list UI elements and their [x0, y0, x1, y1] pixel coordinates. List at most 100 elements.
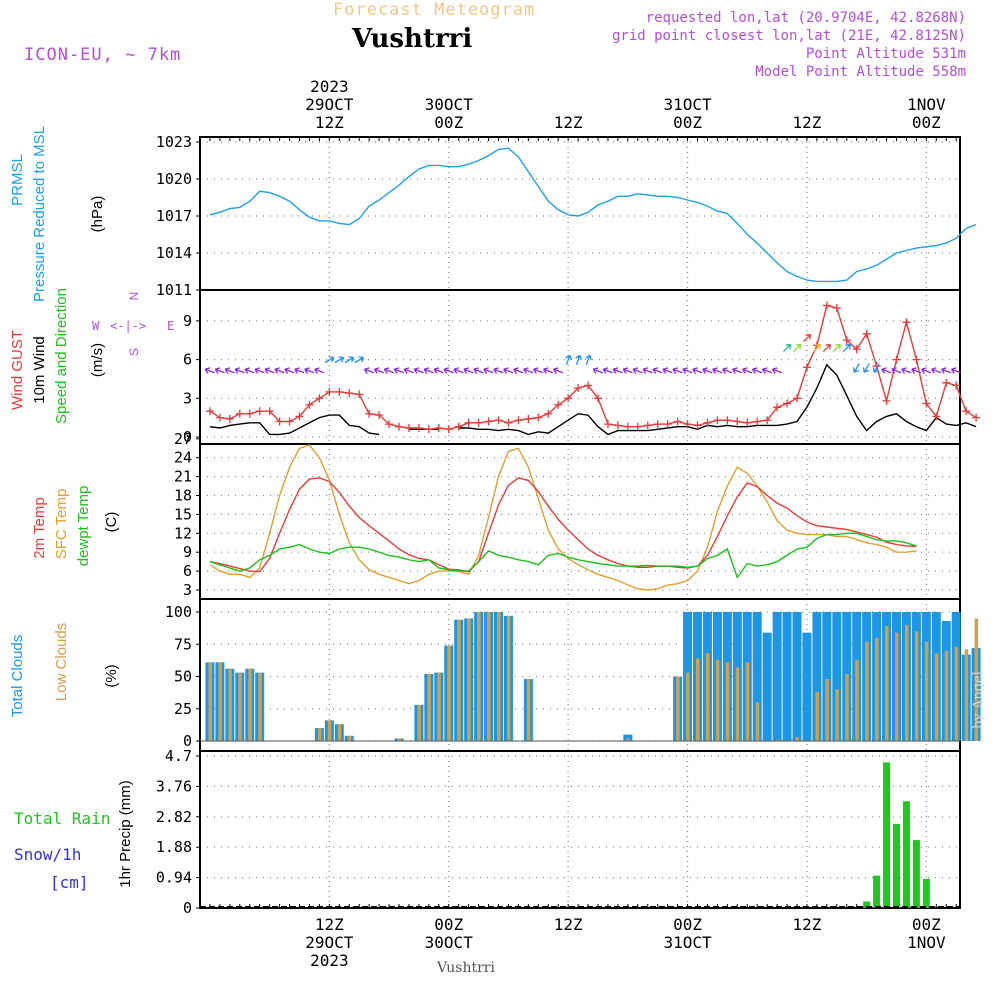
wind-arrow — [373, 367, 385, 374]
temp2m-line — [209, 477, 917, 573]
wind-arrow — [334, 356, 345, 364]
gust-point — [365, 409, 374, 418]
low-cloud-bar — [944, 650, 949, 741]
watermark: by Angel — [971, 671, 986, 729]
x-label-bottom: 29OCT — [305, 933, 354, 952]
grid-layer — [200, 137, 960, 908]
wind-arrow — [483, 367, 494, 374]
footer-location: Vushtrri — [436, 960, 495, 976]
wind-arrow-shape — [702, 367, 713, 374]
gust-point — [404, 423, 413, 432]
wind-arrow-shape — [751, 367, 763, 374]
wind-arrow — [304, 367, 315, 374]
total-cloud-bar — [802, 632, 812, 741]
low-cloud-bar — [875, 637, 879, 741]
y-tick-label: 1011 — [156, 281, 192, 299]
rain-bar — [912, 840, 920, 908]
low-cloud-bar — [775, 739, 780, 741]
low-cloud-bar — [705, 653, 710, 741]
rain-label: Total Rain — [14, 809, 110, 828]
wind-arrow — [314, 367, 325, 374]
low-cloud-bar — [427, 673, 431, 741]
wind-arrow-shape — [363, 367, 375, 374]
low-cloud-bar — [417, 704, 421, 741]
wind-arrow-shape — [872, 363, 880, 373]
gust-point — [414, 423, 423, 432]
wind-arrow — [592, 367, 603, 374]
gust-point — [295, 412, 304, 421]
wind-arrow — [214, 367, 225, 374]
wind-arrow — [722, 367, 733, 374]
wind-arrow-shape — [304, 367, 315, 374]
low-cloud-bar — [745, 662, 750, 741]
wind-arrow-shape — [662, 367, 673, 374]
rain-bar — [902, 801, 910, 908]
x-label-bottom: 12Z — [315, 915, 344, 934]
gust-point — [464, 418, 473, 427]
wind-arrow — [324, 356, 335, 364]
wind-arrow-shape — [254, 367, 265, 374]
gust-point — [484, 417, 493, 426]
gust-point — [673, 417, 682, 426]
low-cloud-bar — [497, 612, 501, 741]
wind-arrow-shape — [941, 367, 952, 374]
wind-arrow — [950, 367, 962, 374]
total-clouds-label: Total Clouds — [9, 635, 26, 718]
gust-point — [375, 411, 384, 420]
total-cloud-bar — [623, 734, 633, 741]
total-cloud-bar — [752, 612, 762, 741]
y-tick-label: 3 — [183, 389, 192, 407]
y-tick-label: 12 — [174, 524, 192, 542]
wind-arrow-shape — [344, 356, 355, 364]
low-cloud-bar — [228, 668, 232, 741]
wind-arrow — [244, 367, 255, 374]
x-label-top: 00Z — [912, 113, 941, 132]
wind-arrow-shape — [832, 343, 841, 352]
gust-point — [822, 301, 831, 310]
y-tick-label: 18 — [174, 487, 192, 505]
gust-point — [862, 329, 871, 338]
pressure-label: PRMSL — [9, 154, 26, 206]
wind-arrow — [783, 343, 792, 352]
gust-point — [942, 378, 951, 387]
low-cloud-bar — [914, 631, 919, 741]
x-label-top: 12Z — [315, 113, 344, 132]
dewpt-label: dewpt Temp — [75, 486, 92, 567]
y-tick-label: 0.94 — [156, 869, 192, 887]
wind-arrow-shape — [473, 367, 484, 374]
low-cloud-bar — [885, 626, 889, 741]
gust-point — [454, 422, 463, 431]
total-cloud-bar — [792, 612, 802, 741]
gust-point — [613, 421, 622, 430]
wind-arrow — [264, 367, 275, 374]
gust-point — [972, 413, 981, 422]
low-cloud-bar — [715, 659, 720, 741]
wind-arrow-shape — [334, 356, 345, 364]
wind-arrow — [403, 367, 414, 374]
compass-west: W — [92, 319, 100, 333]
wind-arrow — [463, 367, 474, 374]
wind-arrow — [652, 367, 663, 374]
low-cloud-bar — [934, 653, 939, 741]
wind-arrow — [294, 367, 305, 374]
panel-frame — [199, 443, 961, 600]
low-cloud-bar — [626, 738, 630, 741]
clouds-unit: (%) — [103, 664, 120, 687]
low-cloud-bar — [437, 672, 441, 741]
x-label-top: 1NOV — [907, 95, 946, 114]
gust-point — [603, 420, 612, 429]
wind-arrow — [284, 367, 295, 374]
y-tick-label: 9 — [183, 312, 192, 330]
wind-arrow — [585, 354, 592, 365]
panel-frame — [199, 136, 961, 291]
wind-arrow-shape — [682, 367, 693, 374]
wind-arrow — [872, 363, 880, 373]
wind-arrow — [911, 367, 922, 374]
wind-arrow — [901, 367, 912, 374]
wind-arrow-shape — [214, 367, 225, 374]
wind-arrow-shape — [493, 367, 504, 374]
wind-arrow — [513, 367, 524, 374]
total-cloud-bar — [772, 612, 782, 741]
low-cloud-bar — [347, 735, 352, 741]
